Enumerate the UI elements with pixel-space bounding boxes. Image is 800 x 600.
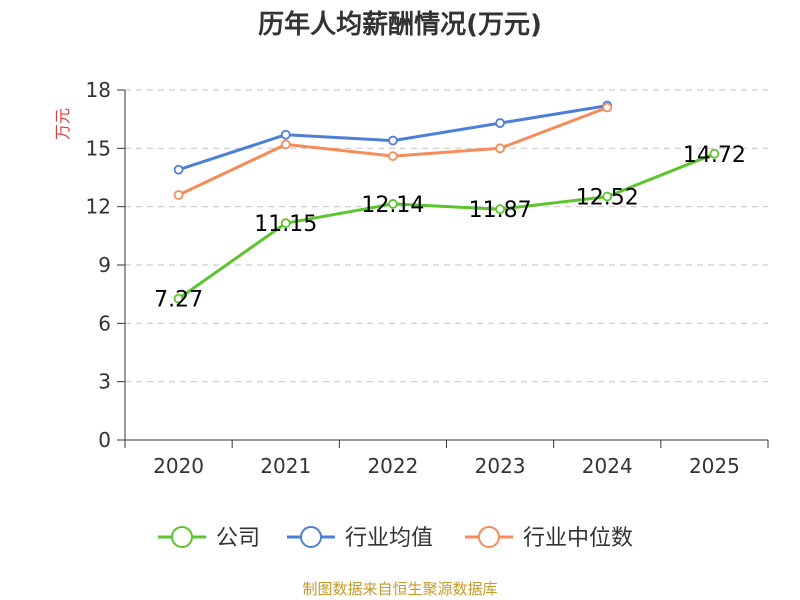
x-tick-label: 2021 <box>260 454 311 478</box>
x-tick-label: 2020 <box>153 454 204 478</box>
y-tick-label: 0 <box>98 428 111 452</box>
x-tick-label: 2023 <box>475 454 526 478</box>
data-point <box>388 135 398 146</box>
series-line <box>177 152 715 300</box>
legend-swatch-marker <box>300 526 322 548</box>
chart-title: 历年人均薪酬情况(万元) <box>258 9 542 40</box>
series-group: 7.27 11.15 12.14 11.87 12.52 14.72 <box>154 100 746 313</box>
data-point <box>602 191 613 202</box>
data-point <box>280 129 291 140</box>
data-point <box>173 164 184 175</box>
gridlines <box>125 89 768 383</box>
data-point <box>602 102 613 113</box>
legend-label: 公司 <box>216 526 260 551</box>
y-tick-label: 18 <box>86 78 111 102</box>
data-label: 11.87 <box>469 198 532 223</box>
x-tick-label: 2025 <box>689 454 740 478</box>
legend-swatch-marker <box>478 526 500 548</box>
legend: 公司 行业均值 行业中位数 <box>158 526 633 551</box>
data-point <box>495 204 505 215</box>
data-point <box>280 218 291 229</box>
legend-label: 行业均值 <box>345 526 433 551</box>
data-point <box>388 151 398 162</box>
data-point <box>173 190 184 200</box>
y-tick-label: 15 <box>86 136 111 160</box>
data-label: 11.15 <box>254 212 317 237</box>
y-axis-label: 万元 <box>53 108 72 140</box>
data-label: 14.72 <box>683 143 746 168</box>
data-label: 12.52 <box>576 186 639 211</box>
y-tick-label: 12 <box>86 195 111 219</box>
data-point <box>709 148 720 159</box>
source-note: 制图数据来自恒生聚源数据库 <box>302 580 497 598</box>
data-point <box>495 143 505 154</box>
legend-swatch-marker <box>171 526 193 548</box>
legend-label: 行业中位数 <box>523 526 633 551</box>
y-tick-label: 9 <box>98 253 111 277</box>
data-label: 7.27 <box>154 288 203 313</box>
x-tick-label: 2022 <box>367 454 418 478</box>
axes: 0 3 6 9 12 15 18 2020 2021 2022 2023 2024 2025 <box>86 78 769 478</box>
data-point <box>388 199 398 209</box>
x-tick-label: 2024 <box>582 454 633 478</box>
y-tick-label: 3 <box>98 370 111 394</box>
data-label: 12.14 <box>361 193 424 218</box>
y-tick-label: 6 <box>98 311 111 335</box>
data-point <box>495 118 505 128</box>
data-point <box>173 293 184 304</box>
data-point <box>280 139 291 150</box>
